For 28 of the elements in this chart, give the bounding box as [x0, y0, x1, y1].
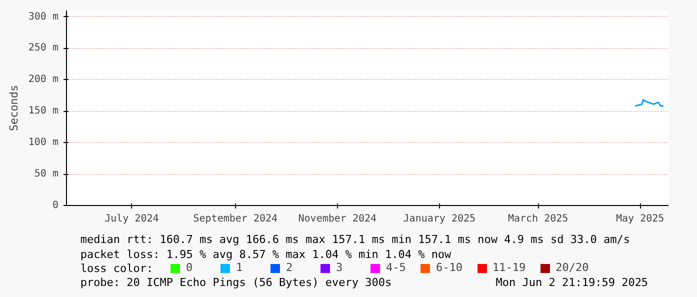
- text: loss color:: [80, 262, 154, 275]
- y-tick-label: 300 m: [28, 11, 59, 22]
- x-tick-label: September 2024: [193, 214, 278, 224]
- text: probe: 20 ICMP Echo Pings (56 Bytes) every 300s: [80, 276, 392, 289]
- text: Mon Jun 2 21:19:59 2025: [496, 276, 648, 289]
- y-tick-label: 200 m: [28, 74, 59, 86]
- legend-label: 1: [236, 261, 244, 274]
- y-tick-label: 100 m: [28, 137, 59, 148]
- line-series: [634, 99, 664, 107]
- x-tick-label: March 2025: [508, 214, 568, 224]
- x-tick-label: May 2025: [616, 214, 664, 224]
- legend-label: 6-10: [436, 261, 462, 274]
- y-tick-label: 0: [52, 200, 59, 211]
- legend-label: 20/20: [556, 261, 589, 274]
- x-tick-label: November 2024: [298, 214, 377, 224]
- legend-label: 4-5: [386, 261, 406, 274]
- x-tick-label: January 2025: [403, 214, 476, 224]
- legend-label: 3: [336, 261, 344, 274]
- y-tick-label: 250 m: [28, 42, 59, 54]
- text: packet loss: 1.95 % avg 8.57 % max 1.04 % min 1.04 % now: [80, 248, 452, 261]
- y-axis-title: Seconds: [7, 84, 20, 132]
- x-tick-label: July 2024: [104, 214, 159, 224]
- text: median rtt: 160.7 ms avg 166.6 ms max 157.1 ms min 157.1 ms now 4.9 ms sd 33.0 am/s: [80, 233, 630, 246]
- y-tick-label: 150 m: [28, 106, 59, 117]
- y-tick-label: 50 m: [34, 168, 59, 180]
- legend-label: 0: [186, 261, 194, 274]
- legend-label: 11-19: [492, 261, 526, 274]
- legend-label: 2: [286, 261, 294, 274]
